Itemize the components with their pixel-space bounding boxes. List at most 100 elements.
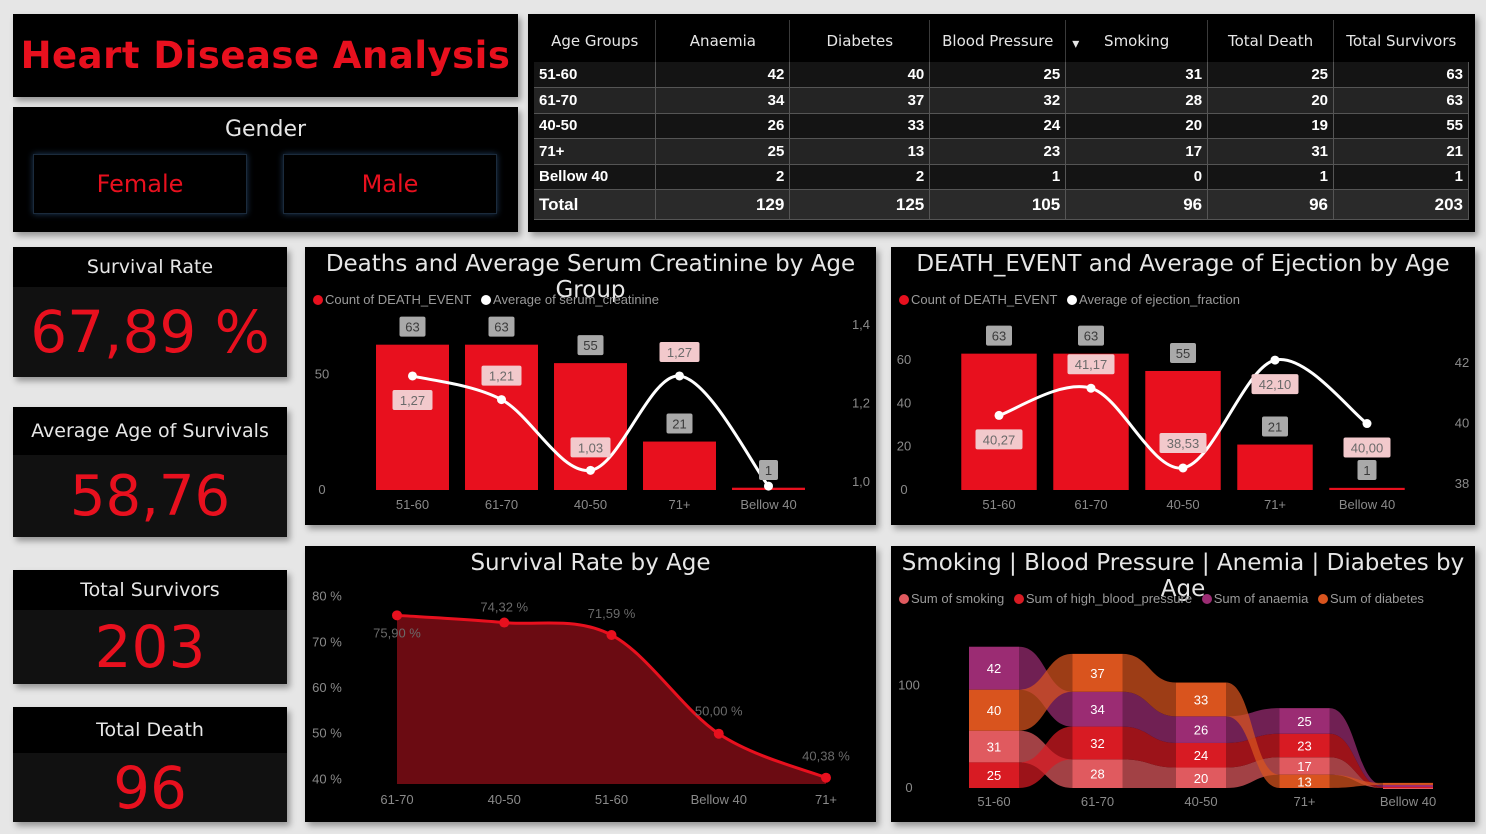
bar-data-label-bg <box>399 316 426 337</box>
segment-label: 37 <box>1090 666 1104 681</box>
risk-factors-by-age-panel: Smoking | Blood Pressure | Anemia | Diab… <box>891 546 1475 822</box>
ribbon-segment <box>969 762 1019 788</box>
title-panel: Heart Disease Analysis <box>13 14 518 97</box>
ribbon-segment <box>1383 784 1433 787</box>
total-death-card: Total Death 96 <box>13 707 287 822</box>
x-axis-tick-label: 51-60 <box>977 794 1010 809</box>
y-axis-tick-label: 50 % <box>312 726 342 741</box>
segment-label: 23 <box>1297 739 1311 754</box>
segment-label: 28 <box>1090 767 1104 782</box>
y2-axis-tick-label: 1,0 <box>852 474 870 489</box>
column-header-smoking-label: Smoking <box>1104 32 1170 50</box>
table-header-row: Age Groups Anaemia Diabetes Blood Pressu… <box>534 20 1469 62</box>
gender-male-button[interactable]: Male <box>283 154 497 214</box>
line-data-label: 38,53 <box>1167 436 1200 451</box>
line-point <box>606 630 617 641</box>
legend-label: Sum of diabetes <box>1329 591 1424 606</box>
bar-data-label-bg <box>666 413 693 434</box>
data-label: 40,38 % <box>802 749 850 764</box>
line-point <box>408 371 417 381</box>
chart-title: Smoking | Blood Pressure | Anemia | Diab… <box>901 550 1465 602</box>
cell-diabetes: 40 <box>789 62 931 88</box>
ribbon-segment <box>1279 708 1330 734</box>
line-point <box>1178 463 1188 473</box>
column-header-smoking[interactable]: ▾ Smoking <box>1065 20 1209 62</box>
bar <box>376 344 449 490</box>
x-axis-tick-label: 40-50 <box>488 792 521 807</box>
legend-label: Sum of anaemia <box>1213 591 1309 606</box>
y-axis-tick-label: 60 % <box>312 680 342 695</box>
x-axis-tick-label: 51-60 <box>982 497 1015 512</box>
cell-anaemia: 42 <box>655 62 791 88</box>
cell-age-group: 61-70 <box>534 87 657 114</box>
death-ejection-chart: 0 20 40 60 38 40 42 51-60 61-70 40-50 71+ Bellow 40… <box>897 325 1469 512</box>
x-axis-tick-label: 71+ <box>815 792 837 807</box>
area-fill <box>397 615 826 784</box>
ribbon-segment <box>1383 786 1433 788</box>
column-header-total-survivors[interactable]: Total Survivors <box>1333 20 1469 62</box>
column-header-anaemia[interactable]: Anaemia <box>655 20 791 62</box>
segment-label: 17 <box>1297 759 1311 774</box>
bar-data-label-bg <box>488 316 515 337</box>
legend-item[interactable]: Average of ejection_fraction <box>1067 292 1240 307</box>
legend-label: Average of ejection_fraction <box>1079 292 1240 307</box>
survival-rate-label: Survival Rate <box>13 247 287 287</box>
line-point <box>821 772 831 783</box>
legend-item[interactable]: Count of DEATH_EVENT <box>899 292 1057 307</box>
deaths-creatinine-chart: 0 50 1,0 1,2 1,4 51-60 61-70 40-50 71+ Bellow 40 6… <box>315 316 870 512</box>
total-smoking: 96 <box>1065 189 1209 220</box>
bar-data-label-bg <box>1078 325 1104 346</box>
segment-label: 25 <box>1297 714 1311 729</box>
ribbon-segment <box>1176 716 1226 743</box>
line-data-label: 1,03 <box>578 440 603 455</box>
ribbon <box>1329 708 1383 787</box>
cell-total-death: 31 <box>1207 138 1335 165</box>
line-point <box>499 617 510 628</box>
ribbon-segment <box>1383 782 1433 785</box>
cell-diabetes: 33 <box>789 113 931 139</box>
legend-dot-icon <box>1201 594 1212 604</box>
cell-diabetes: 13 <box>789 138 931 165</box>
legend-item[interactable]: Sum of anaemia <box>1201 591 1309 606</box>
legend-item[interactable]: Count of DEATH_EVENT <box>313 292 471 307</box>
legend-item[interactable]: Average of serum_creatinine <box>481 292 659 307</box>
cell-anaemia: 2 <box>655 164 791 190</box>
cell-age-group: Bellow 40 <box>534 164 657 190</box>
cell-blood-pressure: 24 <box>929 113 1067 139</box>
column-header-age-groups[interactable]: Age Groups <box>534 20 657 62</box>
segment-label: 32 <box>1090 736 1104 751</box>
cell-total-survivors: 63 <box>1333 62 1469 88</box>
gender-slicer: Gender Female Male <box>13 107 518 232</box>
segment-label: 31 <box>987 740 1001 755</box>
x-axis-tick-label: Bellow 40 <box>1339 497 1395 512</box>
segment-label: 20 <box>1194 771 1208 786</box>
y-axis-tick-label: 70 % <box>312 634 342 649</box>
bar-data-label: 63 <box>405 320 419 335</box>
survival-rate-by-age-panel: Survival Rate by Age 40 % 50 % 60 % 70 % 80 … <box>305 546 876 822</box>
line-point <box>1270 355 1280 365</box>
legend-item[interactable]: Sum of diabetes <box>1317 591 1424 606</box>
line-data-label-bg <box>1159 432 1207 453</box>
column-header-total-death[interactable]: Total Death <box>1207 20 1335 62</box>
series-line <box>412 374 770 488</box>
bar-data-label: 63 <box>992 329 1006 344</box>
cell-total-death: 20 <box>1207 87 1335 114</box>
gender-female-button[interactable]: Female <box>33 154 247 214</box>
segment-label: 26 <box>1194 723 1208 738</box>
risk-factors-ribbon-chart: 0 100 31 25 42 40 51-60 28 32 34 37 61-70 20 24 26 33 40… <box>898 646 1436 809</box>
total-survivors-label: Total Survivors <box>13 570 287 610</box>
line-data-label-bg <box>392 389 433 410</box>
total-label: Total <box>534 189 657 220</box>
survival-rate-by-age-chart: 40 % 50 % 60 % 70 % 80 % 61-70 75,90 % 40-50 74,… <box>312 589 850 807</box>
x-axis-tick-label: 71+ <box>1293 794 1315 809</box>
legend-item[interactable]: Sum of smoking <box>899 591 1004 606</box>
line-point <box>497 395 506 405</box>
column-header-diabetes[interactable]: Diabetes <box>789 20 931 62</box>
cell-total-survivors: 63 <box>1333 87 1469 114</box>
column-header-blood-pressure[interactable]: Blood Pressure <box>929 20 1067 62</box>
ribbon-segment <box>1176 767 1226 788</box>
data-label: 75,90 % <box>373 625 421 640</box>
x-axis-tick-label: 40-50 <box>1166 497 1199 512</box>
legend-item[interactable]: Sum of high_blood_pressure <box>1013 591 1192 606</box>
line-data-label: 42,10 <box>1259 377 1292 392</box>
